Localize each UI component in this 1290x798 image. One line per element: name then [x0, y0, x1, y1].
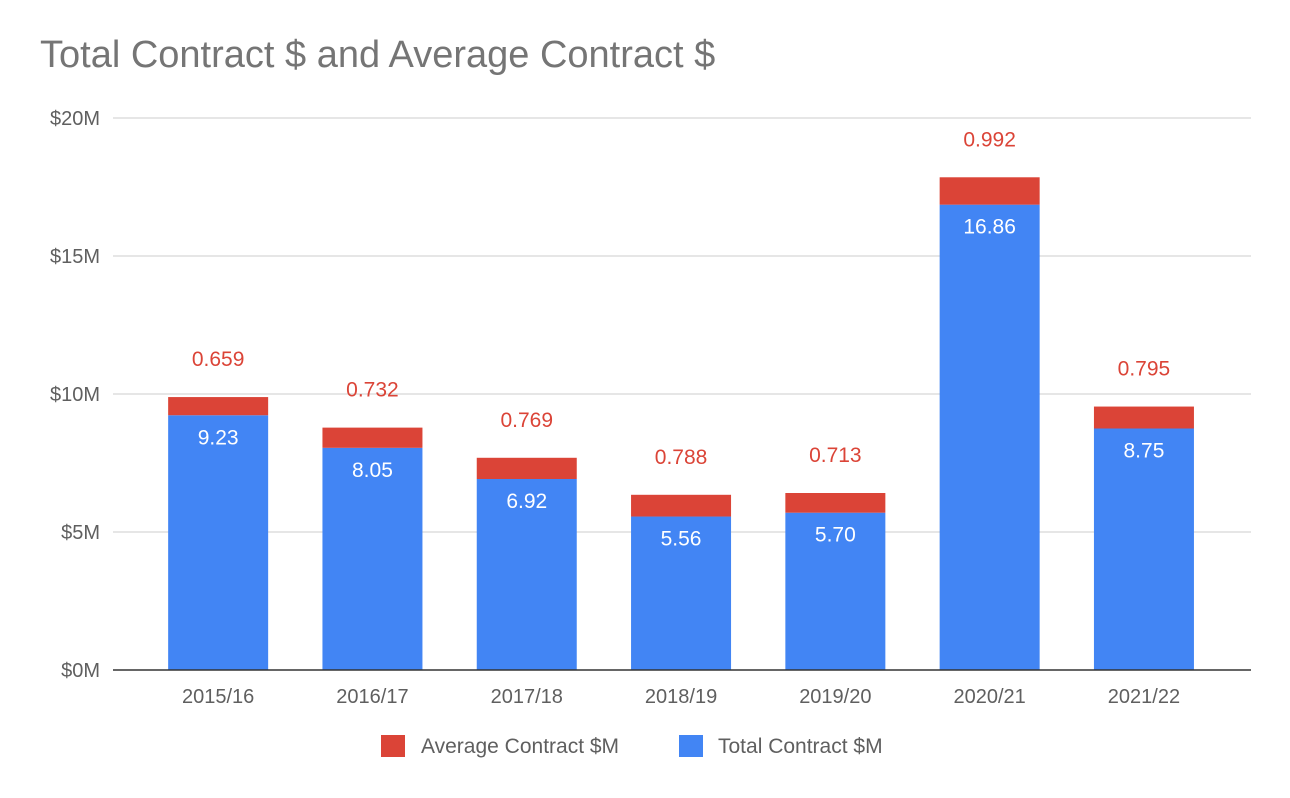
bar-total-contract — [785, 512, 886, 670]
data-label-total: 8.75 — [1124, 440, 1165, 463]
data-label-average: 0.788 — [655, 446, 708, 469]
bar-total-contract — [631, 516, 732, 670]
legend-label: Average Contract $M — [421, 735, 619, 758]
data-label-total: 6.92 — [506, 490, 547, 513]
bar-total-contract — [168, 415, 269, 670]
y-tick-label: $5M — [61, 522, 100, 544]
y-axis-ticks: $0M $5M $10M $15M $20M — [50, 108, 100, 682]
bar-average-contract — [1093, 406, 1194, 429]
x-axis-ticks: 2015/16 2016/17 2017/18 2018/19 2019/20 2020/… — [182, 686, 1180, 708]
x-tick-label: 2015/16 — [182, 686, 254, 708]
y-tick-label: $0M — [61, 660, 100, 682]
legend: Average Contract $M Total Contract $M — [381, 735, 883, 758]
chart-title: Total Contract $ and Average Contract $ — [40, 34, 716, 76]
bar-average-contract — [322, 427, 423, 448]
bar-average-contract — [631, 494, 732, 517]
y-tick-label: $15M — [50, 246, 100, 268]
bar-total-contract — [476, 479, 577, 670]
data-label-total: 8.05 — [352, 459, 393, 482]
x-tick-label: 2018/19 — [645, 686, 717, 708]
bar-average-contract — [476, 457, 577, 480]
data-label-average: 0.713 — [809, 444, 862, 467]
legend-label: Total Contract $M — [718, 735, 883, 758]
data-label-total: 16.86 — [963, 216, 1016, 239]
x-tick-label: 2020/21 — [954, 686, 1026, 708]
data-label-average: 0.732 — [346, 379, 399, 402]
bar-average-contract — [939, 177, 1040, 205]
x-tick-label: 2019/20 — [799, 686, 871, 708]
bar-total-contract — [1093, 428, 1194, 670]
x-tick-label: 2021/22 — [1108, 686, 1180, 708]
bar-average-contract — [785, 493, 886, 513]
data-label-total: 5.70 — [815, 524, 856, 547]
bar-total-contract — [322, 447, 423, 670]
x-tick-label: 2016/17 — [336, 686, 408, 708]
data-label-average: 0.795 — [1118, 358, 1171, 381]
bars: 9.23 0.659 8.05 0.732 6.92 0.769 5.56 0.788 5.70… — [168, 128, 1194, 670]
y-tick-label: $10M — [50, 384, 100, 406]
y-tick-label: $20M — [50, 108, 100, 130]
data-label-average: 0.769 — [500, 409, 553, 432]
legend-swatch — [679, 735, 703, 757]
data-label-total: 9.23 — [198, 426, 239, 449]
gridlines — [113, 117, 1251, 533]
data-label-total: 5.56 — [661, 528, 702, 551]
bar-average-contract — [168, 397, 269, 416]
legend-swatch — [381, 735, 405, 757]
data-label-average: 0.992 — [963, 128, 1016, 151]
bar-total-contract — [939, 204, 1040, 670]
x-tick-label: 2017/18 — [491, 686, 563, 708]
data-label-average: 0.659 — [192, 348, 245, 371]
